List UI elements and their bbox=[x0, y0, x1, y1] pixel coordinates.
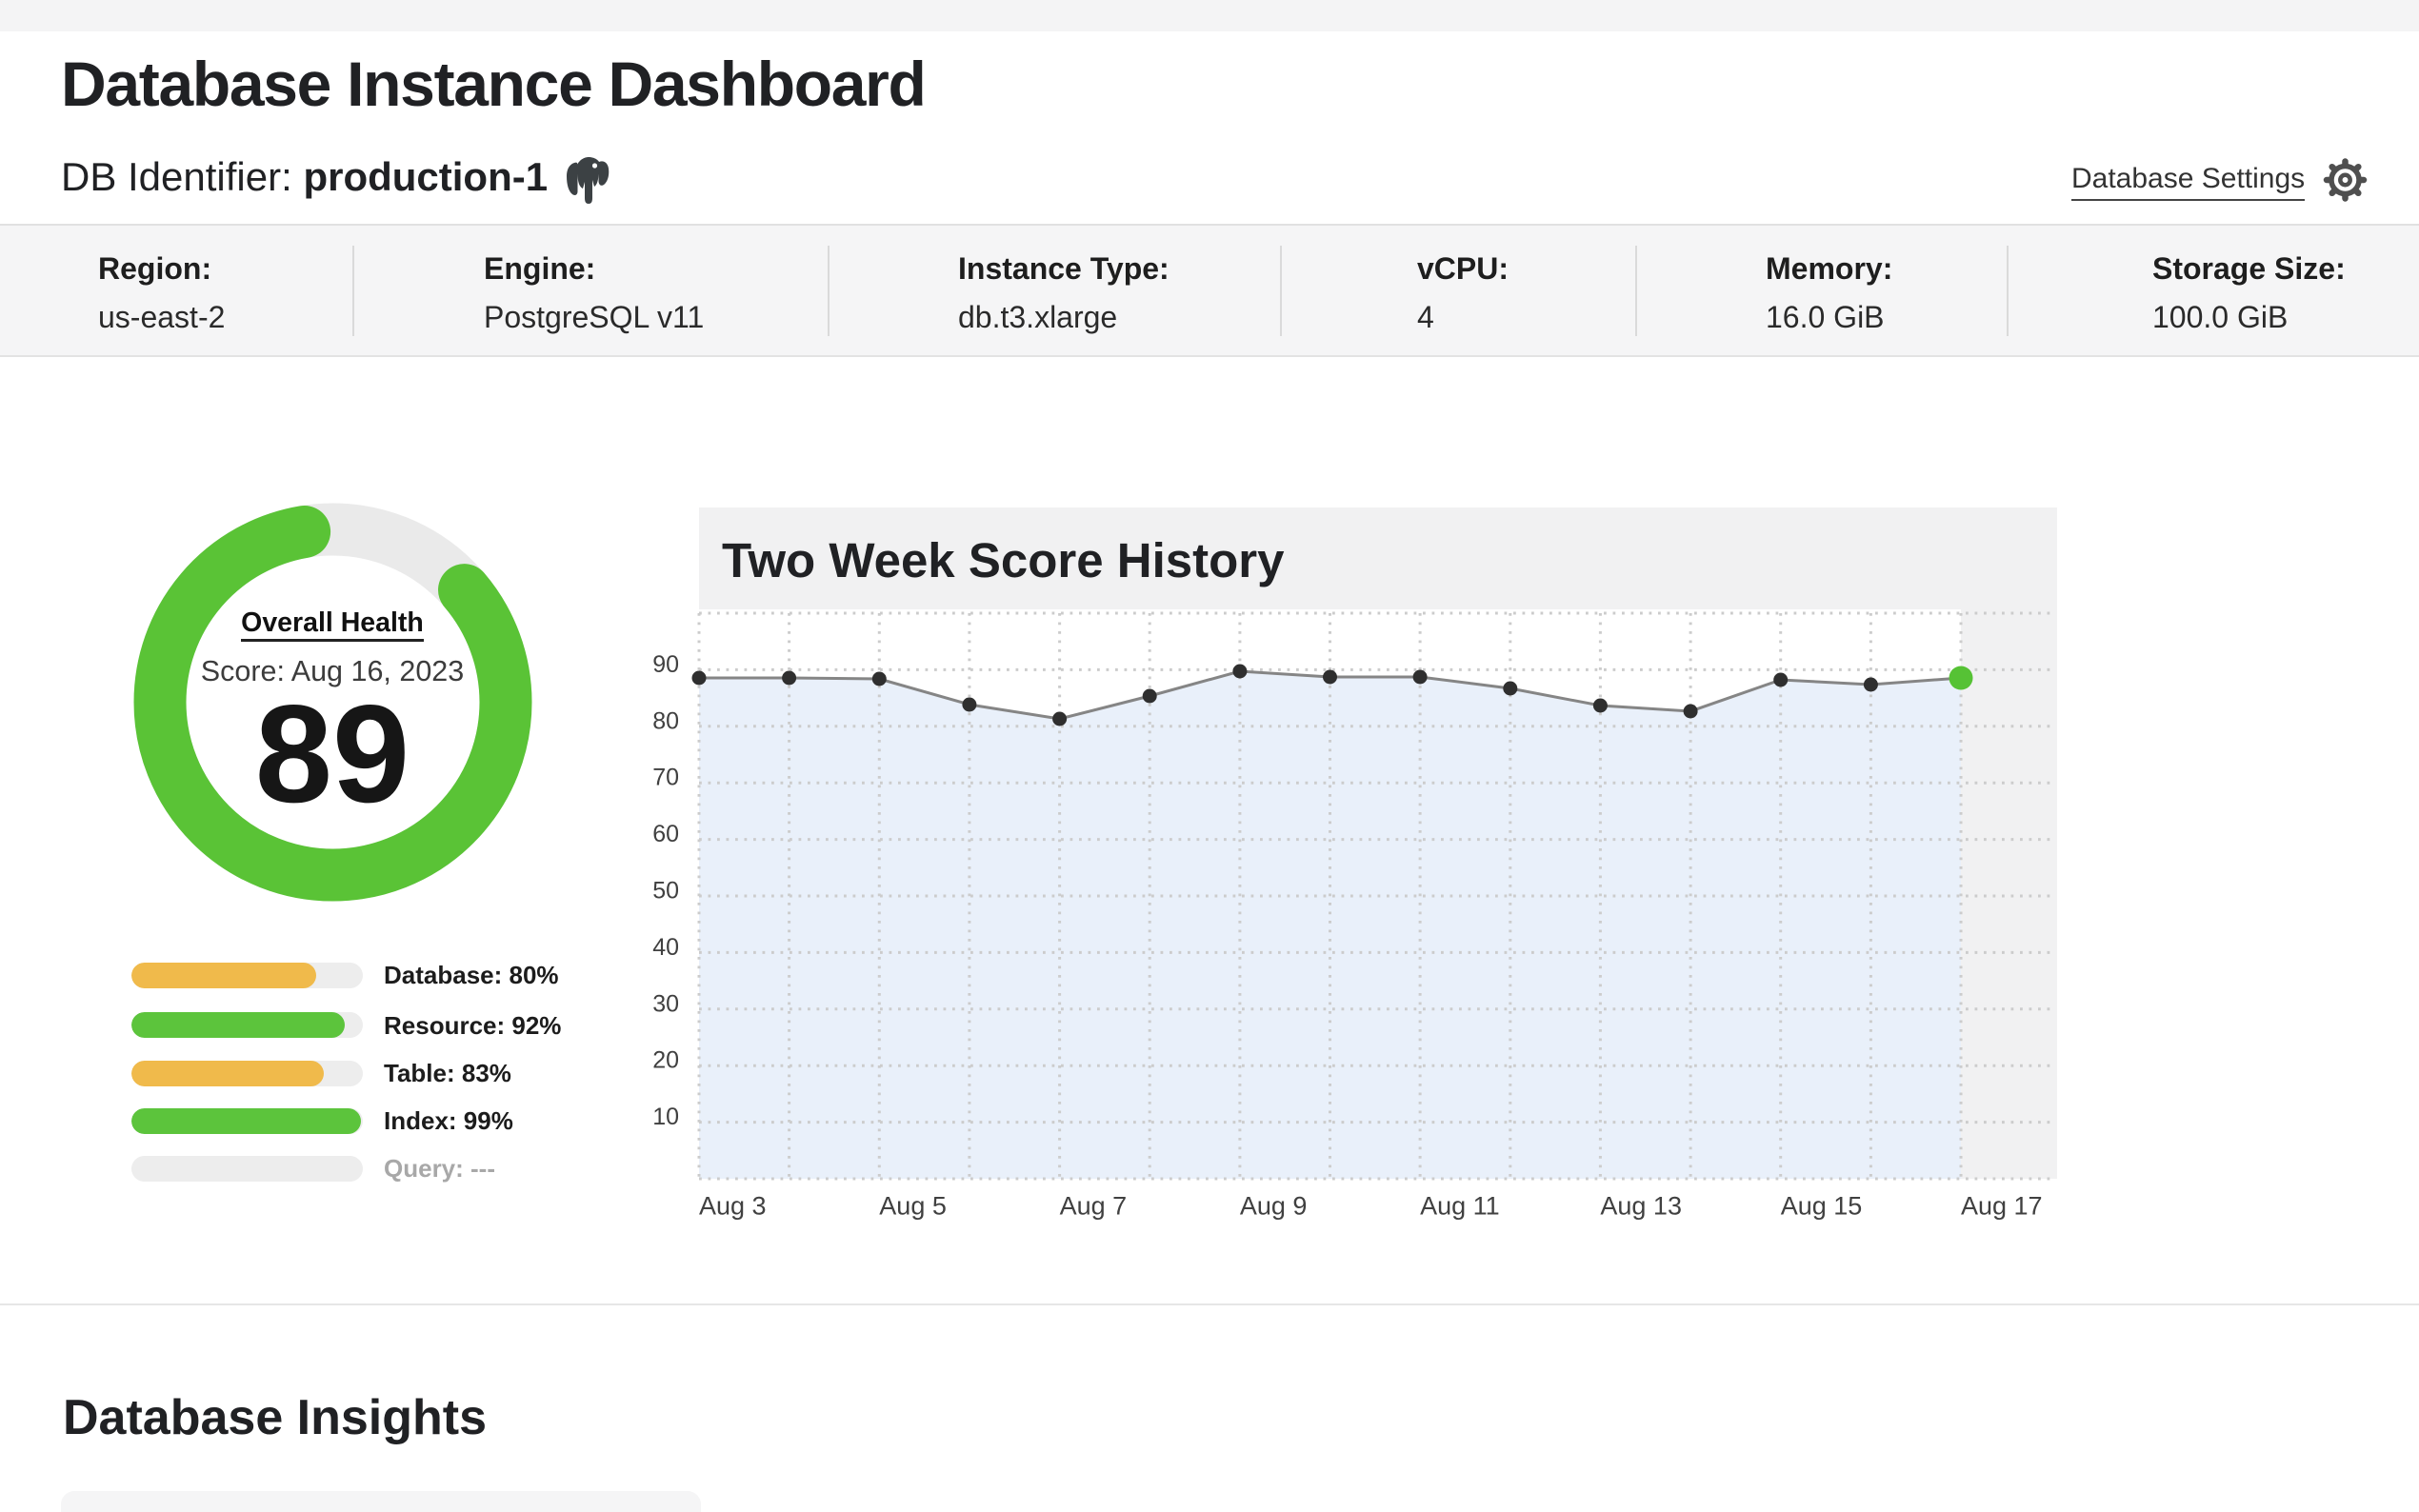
svg-text:60: 60 bbox=[652, 821, 679, 847]
svg-text:Aug 9: Aug 9 bbox=[1240, 1192, 1308, 1221]
svg-text:70: 70 bbox=[652, 765, 679, 791]
svg-text:20: 20 bbox=[652, 1047, 679, 1074]
svg-text:Aug 11: Aug 11 bbox=[1420, 1192, 1500, 1221]
svg-text:90: 90 bbox=[652, 651, 679, 678]
svg-text:30: 30 bbox=[652, 990, 679, 1017]
svg-text:80: 80 bbox=[652, 707, 679, 734]
svg-text:10: 10 bbox=[652, 1104, 679, 1130]
svg-text:50: 50 bbox=[652, 878, 679, 905]
svg-text:Aug 7: Aug 7 bbox=[1060, 1192, 1128, 1221]
svg-text:Aug 17: Aug 17 bbox=[1961, 1192, 2043, 1221]
svg-text:Aug 13: Aug 13 bbox=[1600, 1192, 1682, 1221]
svg-text:Aug 5: Aug 5 bbox=[879, 1192, 947, 1221]
svg-text:Aug 3: Aug 3 bbox=[699, 1192, 767, 1221]
svg-text:Two Week Score History: Two Week Score History bbox=[722, 533, 1285, 587]
svg-text:Aug 15: Aug 15 bbox=[1781, 1192, 1863, 1221]
svg-text:40: 40 bbox=[652, 934, 679, 961]
